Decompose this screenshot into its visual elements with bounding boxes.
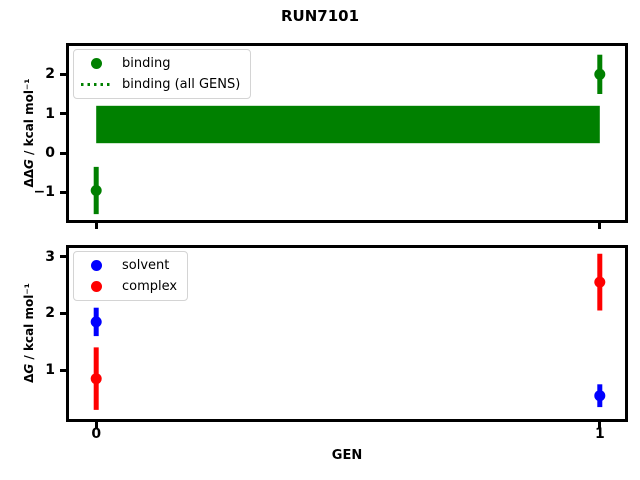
axes-binding: 2 1 0 −1 binding binding (all GENS)	[34, 43, 628, 229]
legend-label: binding	[122, 56, 171, 71]
legend-item: binding (all GENS)	[78, 76, 240, 93]
y-tick-label: 2	[45, 66, 55, 83]
ylabel-variable: G	[22, 159, 36, 169]
legend-marker-cell	[78, 281, 114, 292]
axes-dg: 3 2 1 0 1 solvent complex	[45, 245, 628, 441]
legend-item: binding	[78, 55, 240, 72]
legend-label: complex	[122, 279, 178, 294]
ylabel-units: / kcal mol⁻¹	[22, 283, 36, 364]
x-tick	[94, 220, 98, 229]
marker-complex-gen0	[90, 373, 102, 385]
marker-binding-gen0	[90, 185, 102, 196]
y-tick	[60, 190, 69, 194]
figure-title: RUN7101	[280, 7, 360, 25]
y-axis-label-dg: ΔG / kcal mol⁻¹	[22, 283, 36, 383]
ylabel-delta-prefix: Δ	[22, 373, 36, 383]
marker-complex-gen1	[594, 276, 606, 288]
y-tick-label: 1	[45, 362, 55, 379]
y-tick	[60, 72, 69, 76]
legend-marker-cell	[78, 58, 114, 69]
legend-marker-cell	[78, 83, 114, 86]
x-tick	[94, 419, 98, 428]
x-tick-label: 0	[91, 426, 102, 442]
legend-binding: binding binding (all GENS)	[73, 49, 252, 99]
solvent-marker-icon	[90, 260, 102, 271]
y-tick	[60, 151, 69, 155]
ylabel-units: / kcal mol⁻¹	[22, 78, 36, 160]
legend-item: complex	[78, 278, 177, 295]
x-tick	[598, 220, 602, 229]
binding-uncertainty-band	[96, 105, 600, 144]
y-tick-label: −1	[33, 184, 55, 201]
binding-marker-icon	[90, 58, 102, 69]
x-tick-label: 1	[594, 426, 605, 442]
y-axis-label-binding: ΔΔG / kcal mol⁻¹	[22, 78, 36, 187]
y-tick	[60, 368, 69, 372]
binding (all GENS)-dotted-line-icon	[81, 83, 111, 86]
legend-label: solvent	[122, 258, 170, 273]
legend-label: binding (all GENS)	[122, 77, 241, 92]
marker-solvent-gen1	[594, 390, 606, 402]
y-tick-label: 3	[45, 248, 55, 265]
y-tick	[60, 255, 69, 259]
plot-area-dG	[90, 253, 606, 410]
ylabel-variable: G	[22, 363, 36, 374]
complex-marker-icon	[90, 281, 102, 292]
y-tick-label: 1	[45, 105, 55, 122]
legend-item: solvent	[78, 257, 177, 274]
marker-binding-gen1	[594, 68, 606, 80]
y-tick-label: 0	[45, 145, 55, 162]
legend-marker-cell	[78, 260, 114, 271]
marker-solvent-gen0	[90, 316, 102, 328]
x-axis-label: GEN	[331, 448, 363, 463]
plot-area-binding	[90, 54, 606, 215]
y-tick-label: 2	[45, 305, 55, 322]
x-tick	[598, 419, 602, 428]
y-tick	[60, 311, 69, 315]
legend-dG: solvent complex	[73, 251, 189, 301]
y-tick	[60, 112, 69, 116]
